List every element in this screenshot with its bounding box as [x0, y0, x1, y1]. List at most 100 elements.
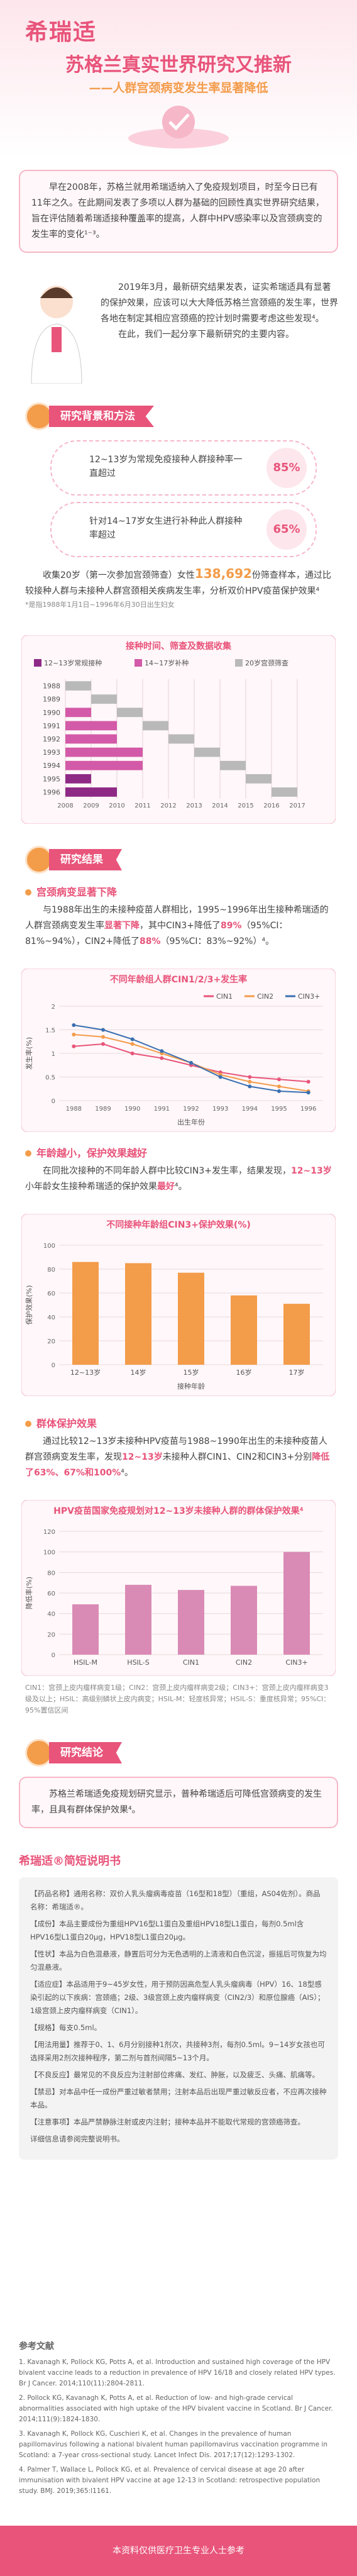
- timeline-bar: [65, 681, 91, 691]
- x-tick-label: 2015: [238, 802, 253, 809]
- x-tick-label: 14岁: [131, 1368, 146, 1377]
- header-illustration: [128, 106, 229, 148]
- chart: 不同年龄组人群CIN1/2/3+发生率 0 0.5 1 1.5 2 1988 1989 1990…: [21, 969, 336, 1132]
- point: [277, 1084, 281, 1089]
- x-tick-label: 2008: [57, 802, 73, 809]
- text: ⁴。: [121, 1468, 133, 1478]
- update-block: 2019年3月，最新研究结果发表，证实希瑞适具有显著的保护效果，应该可以大大降低…: [101, 280, 338, 343]
- section-heading: 研究背景和方法: [25, 402, 154, 430]
- text: 份筛查样本，通过比较接种人群与未接种人群宫颈相关疾病发生率，分析双价HPV疫苗保…: [25, 570, 331, 596]
- x-tick-label: 2012: [160, 802, 176, 809]
- section-heading: 研究结果: [25, 846, 122, 874]
- text: 与1988年出生的未接种疫苗人群相比，1995~1996年出生接种希瑞适的人群宫…: [25, 905, 329, 931]
- legend-label: 14~17岁补种: [145, 658, 189, 667]
- text: 未接种人群CIN1、CIN2和CIN3+分别: [162, 1452, 312, 1462]
- leaflet: 【药品名称】通用名称：双价人乳头瘤病毒疫苗（16型和18型）（重组，AS04佐剂…: [19, 1877, 338, 2160]
- bar: [125, 1263, 151, 1365]
- bar: [125, 1584, 151, 1655]
- section-title: 研究结论: [49, 1742, 122, 1763]
- x-axis-label: 接种年龄: [177, 1382, 205, 1391]
- y-tick-label: 0.5: [45, 1075, 55, 1082]
- point: [72, 1044, 76, 1048]
- y-tick-label: 80: [47, 1267, 55, 1274]
- legend-label: CIN3+: [298, 992, 320, 1001]
- method-text: 收集20岁（第一次参加宫颈筛查）女性138,692份筛查样本，通过比较接种人群与…: [25, 566, 332, 599]
- highlight: 88%: [139, 936, 161, 947]
- footer: 本资料仅供医疗卫生专业人士参考: [0, 2526, 357, 2576]
- text: ⁴。: [175, 1182, 187, 1192]
- reference: 2. Pollock KG, Kavanagh K, Potts A, et a…: [19, 2394, 333, 2423]
- leaflet-text: 【性状】本品为白色混悬液，静置后可分为无色透明的上清液和白色沉淀，振摇后可恢复为…: [30, 1950, 327, 1972]
- legend-label: 20岁宫颈筛查: [245, 658, 288, 667]
- y-axis-label: 保护效果(%): [25, 1285, 33, 1324]
- point: [248, 1075, 252, 1079]
- result-block: 在同批次接种的不同年龄人群中比较CIN3+发生率，结果发现，12~13岁小年龄女…: [25, 1163, 332, 1195]
- x-tick-label: 1993: [212, 1106, 228, 1113]
- bar: [283, 1552, 310, 1655]
- leaflet-text: 【成份】本品主要成份为重组HPV16型L1蛋白及重组HPV18型L1蛋白，每剂0…: [30, 1919, 304, 1941]
- stat-bubble: 12~13岁为常规免疫接种人群接种率一直超过 85%: [50, 440, 317, 496]
- y-tick-label: 40: [47, 1314, 55, 1321]
- conclusion-text: 苏格兰希瑞适免疫规划研究显示，普种希瑞适后可降低宫颈病变的发生率，且具有群体保护…: [31, 1789, 322, 1815]
- y-tick-label: 0: [52, 1652, 55, 1659]
- bar: [231, 1295, 257, 1365]
- stat-text: 12~13岁为常规免疫接种人群接种率一直超过: [89, 455, 243, 479]
- legend-label: 12~13岁常规接种: [44, 658, 102, 667]
- result-text: 与1988年出生的未接种疫苗人群相比，1995~1996年出生接种希瑞适的人群宫…: [25, 902, 332, 950]
- chart: HPV疫苗国家免疫规划对12~13岁未接种人群的群体保护效果⁴ 0 20 40 60 80…: [21, 1500, 336, 1676]
- legend-label: CIN2: [257, 992, 273, 1001]
- timeline-bar: [220, 760, 246, 770]
- y-tick-label: 60: [47, 1291, 55, 1297]
- reference: 3. Kavanagh K, Pollock KG, Cuschieri K, …: [19, 2430, 327, 2459]
- update-text: 在此，我们一起分享下最新研究的主要内容。: [118, 330, 294, 340]
- legend-label: CIN1: [216, 992, 233, 1001]
- y-tick-label: 20: [47, 1338, 55, 1345]
- x-tick-label: 2017: [289, 802, 305, 809]
- x-tick-label: CIN2: [236, 1658, 252, 1667]
- x-tick-label: HSIL-S: [127, 1658, 149, 1667]
- leaflet-title: 希瑞适®简短说明书: [19, 1855, 121, 1868]
- point: [130, 1037, 135, 1041]
- stat-bubble: 针对14~17岁女生进行补种此人群接种率超过 65%: [50, 502, 317, 557]
- update-text: 2019年3月，最新研究结果发表，证实希瑞适具有显著的保护效果，应该可以大大降低…: [101, 282, 338, 324]
- point: [72, 1033, 76, 1036]
- x-tick-label: 2009: [83, 802, 99, 809]
- timeline-bar: [168, 734, 194, 744]
- bar: [178, 1590, 204, 1655]
- leaflet-text: 详细信息请参阅完整说明书。: [30, 2135, 124, 2143]
- legend-swatch: [135, 659, 142, 667]
- x-tick-label: 1989: [95, 1106, 111, 1113]
- result-text: 通过比较12~13岁未接种HPV疫苗与1988~1990年出生的未接种疫苗人群宫…: [25, 1434, 332, 1481]
- x-tick-label: 2013: [186, 802, 202, 809]
- intro-card: 早在2008年，苏格兰就用希瑞适纳入了免疫规划项目，时至今日已有11年之久。在此…: [19, 170, 338, 253]
- x-tick-label: 1995: [271, 1106, 287, 1113]
- point: [277, 1077, 281, 1082]
- y-tick-label: 1995: [43, 775, 60, 783]
- subsection-title: 群体保护效果: [25, 1415, 97, 1430]
- timeline-bar: [65, 708, 91, 718]
- point: [218, 1075, 222, 1079]
- x-tick-label: 1988: [66, 1106, 82, 1113]
- timeline-bar: [65, 774, 91, 784]
- point: [306, 1080, 310, 1084]
- text: ，其中CIN3+降低了: [140, 921, 221, 931]
- y-tick-label: 120: [43, 1529, 55, 1536]
- bar: [72, 1262, 99, 1365]
- y-tick-label: 1992: [43, 735, 60, 743]
- highlight: 138,692: [194, 566, 252, 581]
- point: [101, 1042, 105, 1046]
- leaflet-text: 【禁忌】对本品中任一成份严重过敏者禁用；注射本品后出现严重过敏反应者，不应再次接…: [30, 2087, 327, 2109]
- stat-text: 针对14~17岁女生进行补种此人群接种率超过: [89, 516, 243, 540]
- point: [130, 1042, 135, 1046]
- text: 收集20岁（第一次参加宫颈筛查）女性: [43, 570, 195, 580]
- references-title: 参考文献: [19, 2341, 54, 2351]
- text: 小年龄女生接种希瑞适的保护效果: [25, 1182, 157, 1192]
- title: 苏格兰真实世界研究又推新: [65, 54, 292, 76]
- y-tick-label: 1: [52, 1051, 55, 1058]
- chart-title: 接种时间、筛查及数据收集: [126, 641, 232, 652]
- point: [101, 1028, 105, 1032]
- chart: 不同接种年龄组CIN3+保护效果(%) 0 20 40 60 80 100 12~13岁 14岁…: [21, 1214, 336, 1396]
- legend-swatch: [34, 659, 41, 667]
- leaflet-text: 【注意事项】本品严禁静脉注射或皮内注射；接种本品并不能取代常规的宫颈癌筛查。: [30, 2118, 305, 2126]
- section-heading: 研究结论: [25, 1739, 122, 1767]
